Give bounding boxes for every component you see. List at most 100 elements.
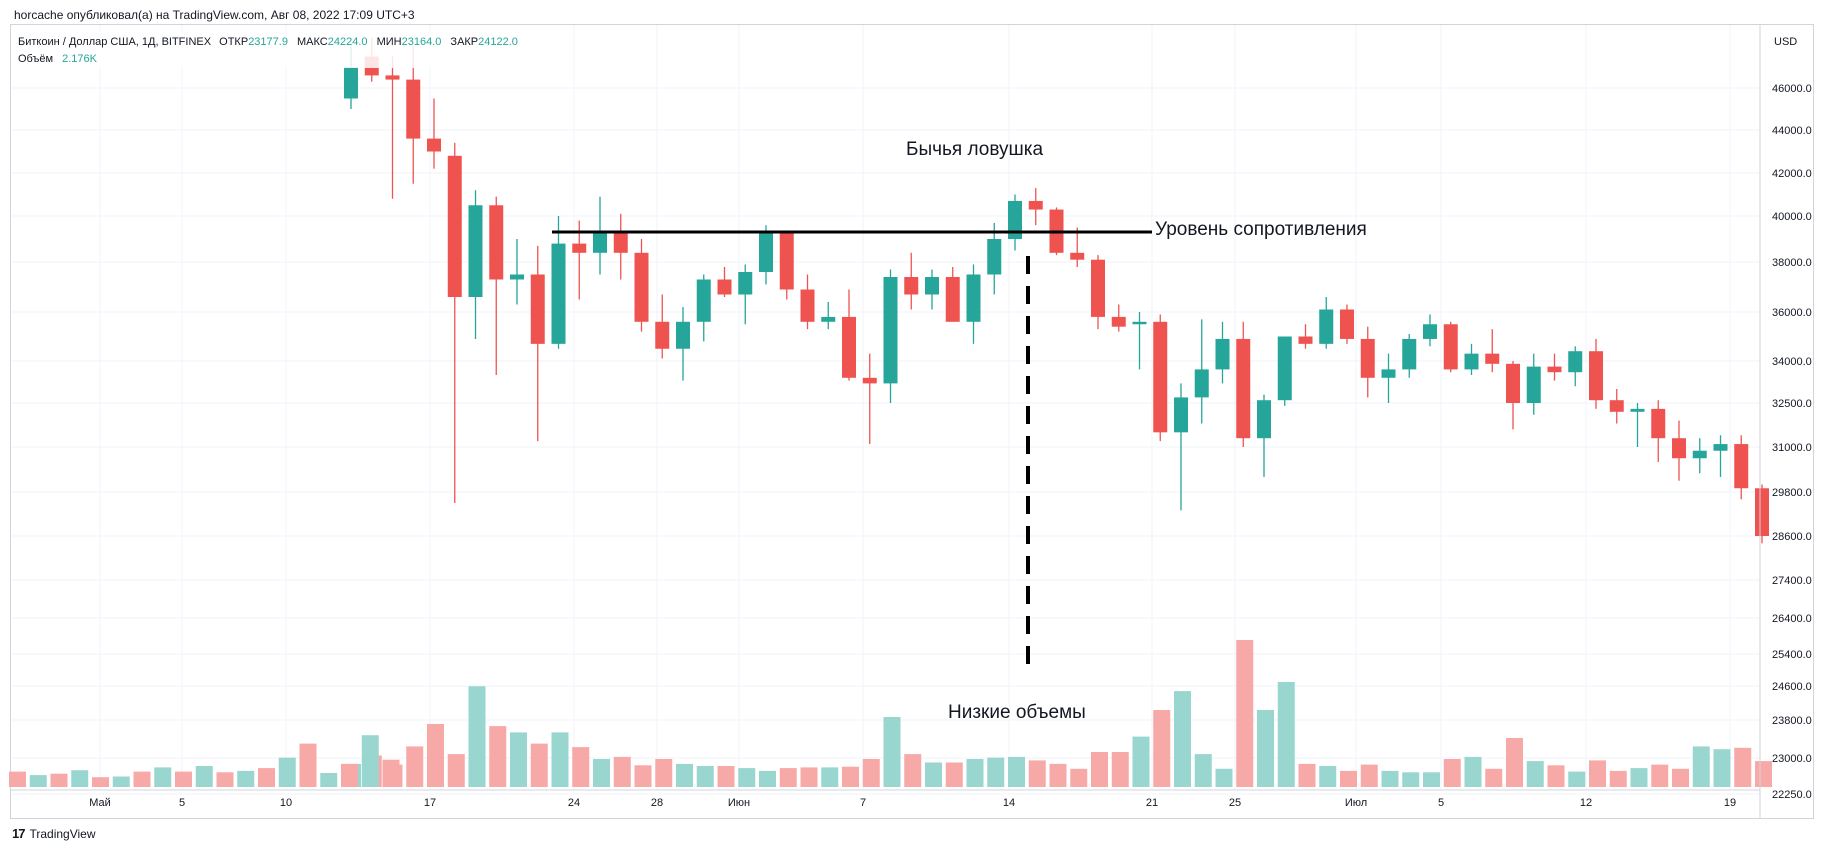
price-tick-label: 38000.0 — [1772, 257, 1812, 269]
price-tick-label: 36000.0 — [1772, 307, 1812, 319]
candle-body — [1111, 316, 1126, 327]
volume-bar — [1257, 710, 1274, 787]
volume-bar — [842, 766, 859, 787]
volume-bar — [1672, 768, 1689, 787]
volume-bar — [427, 724, 444, 787]
candle-body — [1277, 336, 1292, 401]
volume-bar — [237, 770, 255, 787]
volume-bar — [341, 763, 358, 787]
bull-trap-label: Бычья ловушка — [906, 139, 1044, 160]
price-axis[interactable]: 46000.0 44000.0 42000.0 40000.0 38000.0 36000… — [1759, 25, 1812, 818]
volume-bar — [92, 777, 109, 787]
volume-bar — [1049, 763, 1067, 787]
price-tick-label: 26400.0 — [1772, 613, 1812, 625]
volume-bar — [1340, 770, 1357, 787]
price-tick-label: 46000.0 — [1772, 83, 1812, 95]
time-tick-label: 21 — [1146, 797, 1158, 809]
volume-bar — [1402, 772, 1420, 787]
price-tick-label: 27400.0 — [1772, 575, 1812, 587]
candle-body — [676, 321, 690, 349]
legend-low-value: 23164.0 — [402, 36, 442, 48]
candle-body — [1381, 369, 1396, 378]
legend-open-label: ОТКР — [219, 36, 248, 48]
candle-body — [406, 79, 421, 139]
volume-bar — [1423, 772, 1440, 787]
candle-body — [1526, 366, 1541, 403]
volume-bar — [1215, 768, 1233, 787]
candle-body — [447, 155, 462, 297]
volume-bar — [987, 757, 1005, 787]
legend-bg — [14, 32, 544, 68]
volume-bar — [112, 776, 130, 787]
legend-volume-value: 2.176K — [62, 53, 98, 65]
volume-bar — [1464, 756, 1482, 787]
price-tick-label: 29800.0 — [1772, 487, 1812, 499]
volume-bar — [29, 775, 47, 787]
time-tick-label: 5 — [179, 797, 185, 809]
candle-body — [1464, 353, 1479, 370]
time-tick-label: 24 — [568, 797, 580, 809]
candle-body — [987, 239, 1002, 275]
volume-bar — [800, 767, 818, 787]
candle-body — [1609, 400, 1624, 412]
price-tick-label: 23000.0 — [1772, 753, 1812, 765]
time-tick-label: 25 — [1229, 797, 1241, 809]
candle-body — [1547, 366, 1562, 373]
candle-body — [904, 277, 919, 295]
price-tick-label: 40000.0 — [1772, 211, 1812, 223]
volume-bar — [717, 766, 735, 787]
volume-bar — [862, 759, 880, 787]
volume-bar — [738, 768, 756, 787]
candle-body — [1672, 438, 1686, 459]
legend-line: Биткоин / Доллар США, 1Д, BITFINEX ОТКР2… — [18, 36, 518, 48]
candle-body — [427, 138, 441, 152]
resistance-label: Уровень сопротивления — [1155, 219, 1367, 240]
volume-bar — [572, 747, 590, 787]
volume-bar — [1153, 710, 1171, 787]
time-tick-label: 17 — [424, 797, 436, 809]
legend-high-label: МАКС — [297, 36, 328, 48]
volume-bar — [1734, 747, 1752, 787]
volume-bar — [759, 770, 776, 787]
volume-bar — [1713, 749, 1731, 787]
volume-bar — [216, 772, 234, 787]
volume-bar — [1132, 736, 1150, 787]
time-tick-label: Май — [89, 797, 111, 809]
legend-close-label: ЗАКР — [450, 36, 478, 48]
candle-body — [779, 232, 794, 290]
volume-bar — [1526, 761, 1544, 787]
volume-bar — [966, 759, 984, 787]
time-tick-label: 14 — [1003, 797, 1015, 809]
volume-bar — [9, 771, 26, 787]
volume-bar — [1630, 768, 1648, 787]
candle-body — [1153, 321, 1168, 433]
volume-bar — [447, 754, 465, 787]
time-tick-label: 7 — [860, 797, 866, 809]
candle-body — [1423, 324, 1437, 339]
candle-body — [1298, 336, 1313, 344]
candle-body — [1402, 338, 1417, 370]
price-tick-label: 31000.0 — [1772, 442, 1812, 454]
chart-frame — [10, 24, 1814, 819]
legend-volume-label: Объём — [18, 53, 53, 65]
volume-bar — [382, 759, 400, 787]
time-axis[interactable]: Май 5 10 17 24 28 Июн 7 14 21 25 Июл 5 12 19 — [11, 789, 1760, 809]
candle-body — [1319, 309, 1334, 344]
price-tick-label: 44000.0 — [1772, 125, 1812, 137]
volume-bar — [1443, 759, 1461, 787]
candle-body — [1091, 259, 1105, 317]
volume-bar — [593, 759, 610, 787]
volume-bar — [258, 768, 275, 787]
candle-body — [1174, 397, 1188, 433]
volume-bar — [1298, 763, 1316, 787]
footer-brand: TradingView — [29, 826, 96, 841]
volume-bars — [9, 640, 1772, 787]
volume-bar — [779, 768, 797, 787]
volume-bar — [489, 726, 507, 787]
volume-bar — [655, 759, 673, 787]
volume-bar — [175, 771, 192, 787]
volume-bar — [154, 767, 172, 787]
candle-body — [1713, 444, 1728, 451]
price-tick-label: 22250.0 — [1772, 789, 1812, 801]
